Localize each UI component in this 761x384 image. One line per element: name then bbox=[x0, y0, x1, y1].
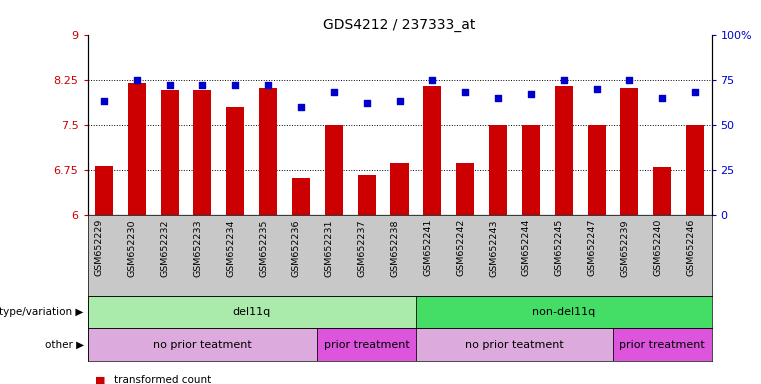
Bar bbox=[292, 178, 310, 215]
Bar bbox=[489, 125, 507, 215]
Bar bbox=[95, 166, 113, 215]
Text: prior treatment: prior treatment bbox=[324, 339, 409, 350]
Text: GSM652244: GSM652244 bbox=[522, 219, 531, 276]
Text: GSM652242: GSM652242 bbox=[456, 219, 465, 276]
Text: prior treatment: prior treatment bbox=[619, 339, 705, 350]
Bar bbox=[193, 90, 212, 215]
Bar bbox=[88, 328, 317, 361]
Bar bbox=[653, 167, 671, 215]
Point bbox=[426, 77, 438, 83]
Text: GSM652236: GSM652236 bbox=[292, 219, 301, 276]
Bar bbox=[416, 328, 613, 361]
Text: GSM652243: GSM652243 bbox=[489, 219, 498, 276]
Text: non-del11q: non-del11q bbox=[532, 307, 595, 317]
Text: GSM652245: GSM652245 bbox=[555, 219, 564, 276]
Point bbox=[98, 98, 110, 104]
Text: GSM652239: GSM652239 bbox=[620, 219, 629, 276]
Text: GSM652238: GSM652238 bbox=[390, 219, 400, 276]
Text: GSM652241: GSM652241 bbox=[423, 219, 432, 276]
Point bbox=[492, 95, 504, 101]
Bar bbox=[522, 125, 540, 215]
Text: GSM652240: GSM652240 bbox=[653, 219, 662, 276]
Point bbox=[525, 91, 537, 97]
Bar bbox=[620, 88, 638, 215]
Point bbox=[689, 89, 701, 95]
Bar bbox=[423, 86, 441, 215]
Text: GSM652235: GSM652235 bbox=[260, 219, 268, 276]
Point bbox=[196, 82, 209, 88]
Bar bbox=[686, 125, 704, 215]
Bar bbox=[456, 163, 474, 215]
Point bbox=[361, 100, 373, 106]
Text: other ▶: other ▶ bbox=[45, 339, 84, 350]
Text: genotype/variation ▶: genotype/variation ▶ bbox=[0, 307, 84, 317]
Text: GSM652237: GSM652237 bbox=[358, 219, 367, 276]
Bar bbox=[587, 125, 606, 215]
Point bbox=[229, 82, 241, 88]
Text: GSM652229: GSM652229 bbox=[95, 219, 104, 276]
Point bbox=[164, 82, 176, 88]
Bar bbox=[555, 86, 573, 215]
Text: GSM652246: GSM652246 bbox=[686, 219, 695, 276]
Text: GSM652230: GSM652230 bbox=[128, 219, 137, 276]
Bar bbox=[226, 107, 244, 215]
Text: del11q: del11q bbox=[233, 307, 271, 317]
Bar bbox=[390, 163, 409, 215]
Bar bbox=[161, 90, 179, 215]
Bar bbox=[88, 296, 416, 328]
Text: GSM652233: GSM652233 bbox=[193, 219, 202, 277]
Point bbox=[623, 77, 635, 83]
Point bbox=[558, 77, 570, 83]
Title: GDS4212 / 237333_at: GDS4212 / 237333_at bbox=[323, 18, 476, 32]
Text: GSM652232: GSM652232 bbox=[161, 219, 170, 276]
Bar bbox=[358, 175, 376, 215]
Text: no prior teatment: no prior teatment bbox=[465, 339, 564, 350]
Bar bbox=[317, 328, 416, 361]
Bar bbox=[325, 125, 343, 215]
Point bbox=[262, 82, 274, 88]
Point bbox=[295, 104, 307, 110]
Point bbox=[656, 95, 668, 101]
Point bbox=[131, 77, 143, 83]
Bar bbox=[259, 88, 277, 215]
Text: transformed count: transformed count bbox=[114, 375, 212, 384]
Text: no prior teatment: no prior teatment bbox=[153, 339, 252, 350]
Text: GSM652247: GSM652247 bbox=[587, 219, 597, 276]
Bar bbox=[128, 83, 146, 215]
Text: ■: ■ bbox=[95, 375, 106, 384]
Text: GSM652231: GSM652231 bbox=[325, 219, 334, 276]
Bar bbox=[416, 296, 712, 328]
Point bbox=[459, 89, 471, 95]
Point bbox=[591, 86, 603, 92]
Point bbox=[393, 98, 406, 104]
Point bbox=[328, 89, 340, 95]
Bar bbox=[613, 328, 712, 361]
Text: GSM652234: GSM652234 bbox=[226, 219, 235, 276]
